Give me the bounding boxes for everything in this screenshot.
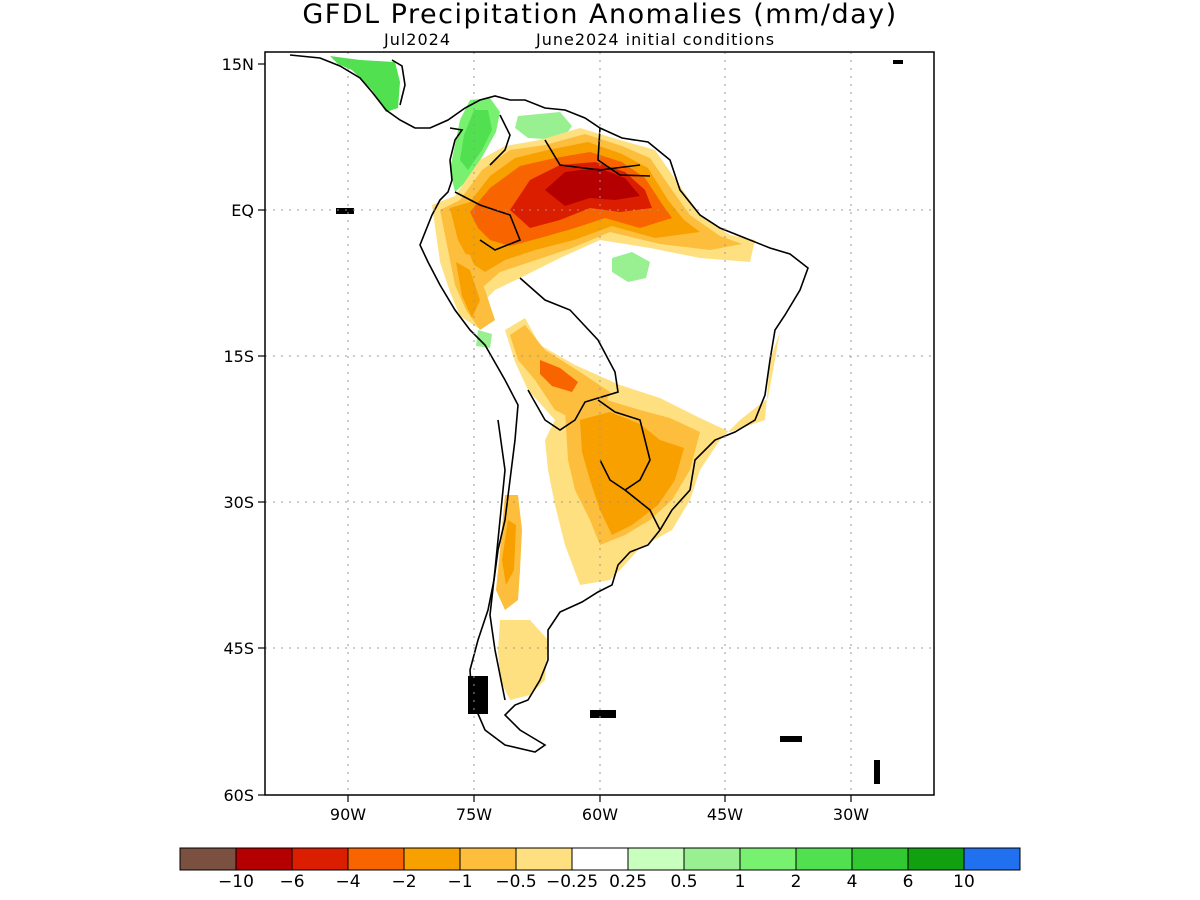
lat-label: 15N xyxy=(222,55,254,74)
colorbar-label: −0.5 xyxy=(495,872,537,892)
colorbar-swatch xyxy=(291,847,349,871)
lat-label: 60S xyxy=(223,786,254,805)
lon-label: 30W xyxy=(833,805,869,824)
colorbar-label: −10 xyxy=(218,872,254,892)
lon-label: 75W xyxy=(456,805,492,824)
colorbar-label: 1 xyxy=(734,872,746,892)
lat-label: EQ xyxy=(231,201,254,220)
lat-label: 45S xyxy=(223,639,254,658)
map-title: GFDL Precipitation Anomalies (mm/day) xyxy=(302,0,898,30)
axis-ticks xyxy=(258,63,852,802)
colorbar-label: 4 xyxy=(846,872,858,892)
lat-label: 15S xyxy=(223,347,254,366)
lon-label: 60W xyxy=(582,805,618,824)
colorbar-label: 10 xyxy=(953,872,975,892)
colorbar-swatch xyxy=(235,847,293,871)
colorbar-label: −6 xyxy=(279,872,305,892)
colorbar-label: −1 xyxy=(447,872,473,892)
coastlines xyxy=(289,54,809,753)
colorbar xyxy=(179,847,1021,871)
colorbar-label: 0.25 xyxy=(609,872,647,892)
colorbar-label: −0.25 xyxy=(545,872,599,892)
colorbar-label: −2 xyxy=(391,872,417,892)
anomaly-field xyxy=(330,56,780,700)
initial-conditions-label: June2024 initial conditions xyxy=(536,30,776,49)
colorbar-swatch xyxy=(795,847,853,871)
colorbar-label: 2 xyxy=(790,872,802,892)
colorbar-swatch xyxy=(627,847,685,871)
lat-labels: 15N EQ 15S 30S 45S 60S xyxy=(222,55,254,805)
lon-label: 90W xyxy=(330,805,366,824)
colorbar-swatch xyxy=(739,847,797,871)
lon-labels: 90W 75W 60W 45W 30W xyxy=(330,805,869,824)
colorbar-swatch xyxy=(347,847,405,871)
colorbar-label: 0.5 xyxy=(670,872,698,892)
colorbar-swatch xyxy=(179,847,237,871)
valid-period-label: Jul2024 xyxy=(384,30,452,49)
islands xyxy=(336,60,903,784)
colorbar-swatch xyxy=(403,847,461,871)
colorbar-swatch xyxy=(459,847,517,871)
colorbar-label: −4 xyxy=(335,872,361,892)
lon-label: 45W xyxy=(707,805,743,824)
colorbar-swatch xyxy=(515,847,573,871)
colorbar-swatch xyxy=(571,847,629,871)
colorbar-label: 6 xyxy=(902,872,914,892)
colorbar-swatch xyxy=(963,847,1021,871)
colorbar-swatch xyxy=(851,847,909,871)
colorbar-swatch xyxy=(907,847,965,871)
lat-label: 30S xyxy=(223,493,254,512)
colorbar-swatch xyxy=(683,847,741,871)
